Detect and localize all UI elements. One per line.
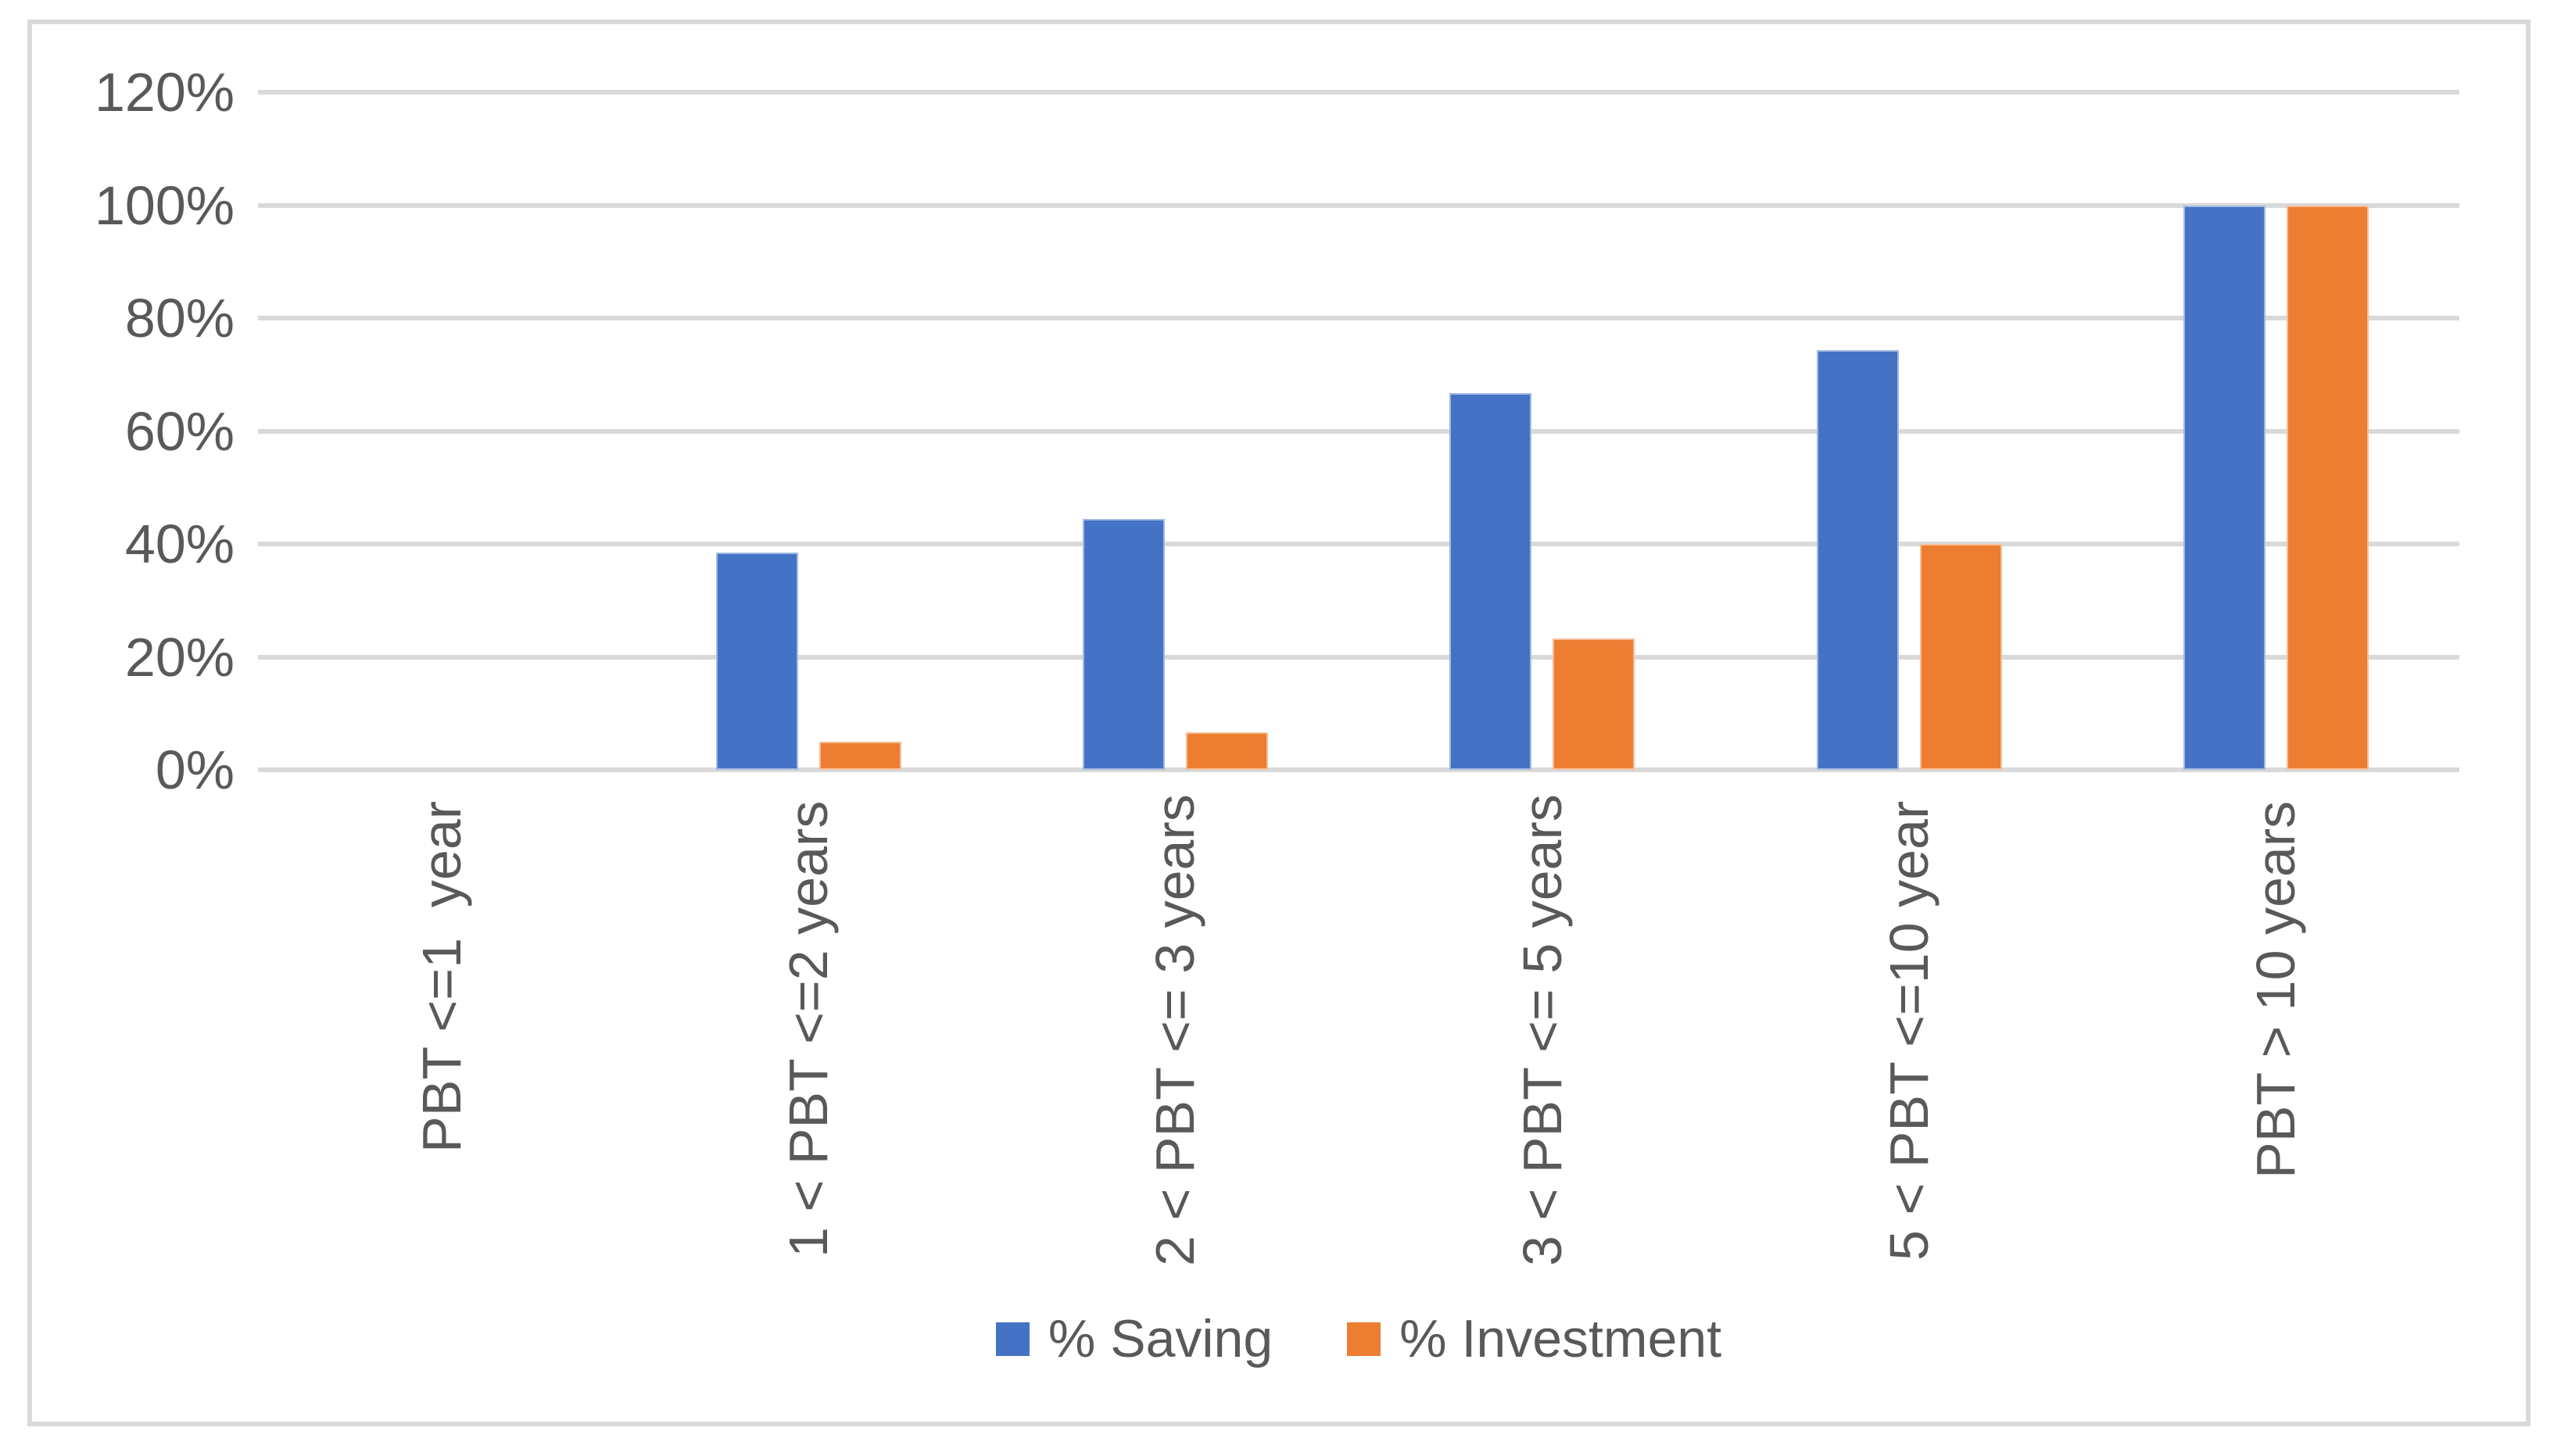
y-tick-label: 100% — [94, 174, 235, 236]
y-tick-label: 20% — [124, 626, 235, 688]
bar-saving-2 — [715, 552, 798, 770]
legend-item-saving: % Saving — [995, 1308, 1273, 1369]
bar-investment-2 — [818, 741, 901, 770]
y-tick-label: 80% — [124, 288, 235, 349]
gridline — [258, 654, 2459, 660]
legend-swatch-icon — [1347, 1322, 1381, 1356]
gridline — [258, 202, 2459, 208]
legend-label: % Saving — [1048, 1309, 1273, 1368]
y-tick-label: 60% — [124, 400, 235, 462]
x-category-label: 2 < PBT <= 3 years — [1144, 794, 1206, 1266]
bar-saving-4 — [1449, 393, 1532, 770]
gridline — [258, 542, 2459, 546]
bar-investment-5 — [1919, 544, 2002, 770]
bar-saving-3 — [1082, 519, 1165, 770]
bar-investment-4 — [1553, 638, 1635, 770]
legend-label: % Investment — [1399, 1309, 1722, 1368]
legend: % Saving % Investment — [258, 1304, 2459, 1374]
x-category-label: PBT <=1 year — [410, 801, 472, 1154]
x-category-label: PBT > 10 years — [2245, 801, 2307, 1179]
bar-saving-6 — [2183, 205, 2266, 770]
chart-frame — [27, 20, 2531, 1426]
gridline — [258, 316, 2459, 320]
legend-item-investment: % Investment — [1347, 1308, 1721, 1369]
y-tick-label: 120% — [94, 62, 235, 123]
legend-swatch-icon — [995, 1322, 1030, 1356]
gridline — [258, 428, 2459, 434]
y-tick-label: 0% — [155, 739, 235, 800]
x-category-label: 5 < PBT <=10 year — [1879, 801, 1940, 1261]
x-category-label: 1 < PBT <=2 years — [778, 801, 839, 1258]
bar-investment-6 — [2286, 205, 2369, 770]
x-category-label: 3 < PBT <= 5 years — [1511, 794, 1573, 1266]
gridline — [258, 90, 2459, 95]
bar-investment-3 — [1185, 732, 1268, 770]
x-axis-line — [258, 767, 2459, 772]
bar-saving-5 — [1816, 350, 1899, 770]
y-tick-label: 40% — [124, 513, 235, 574]
